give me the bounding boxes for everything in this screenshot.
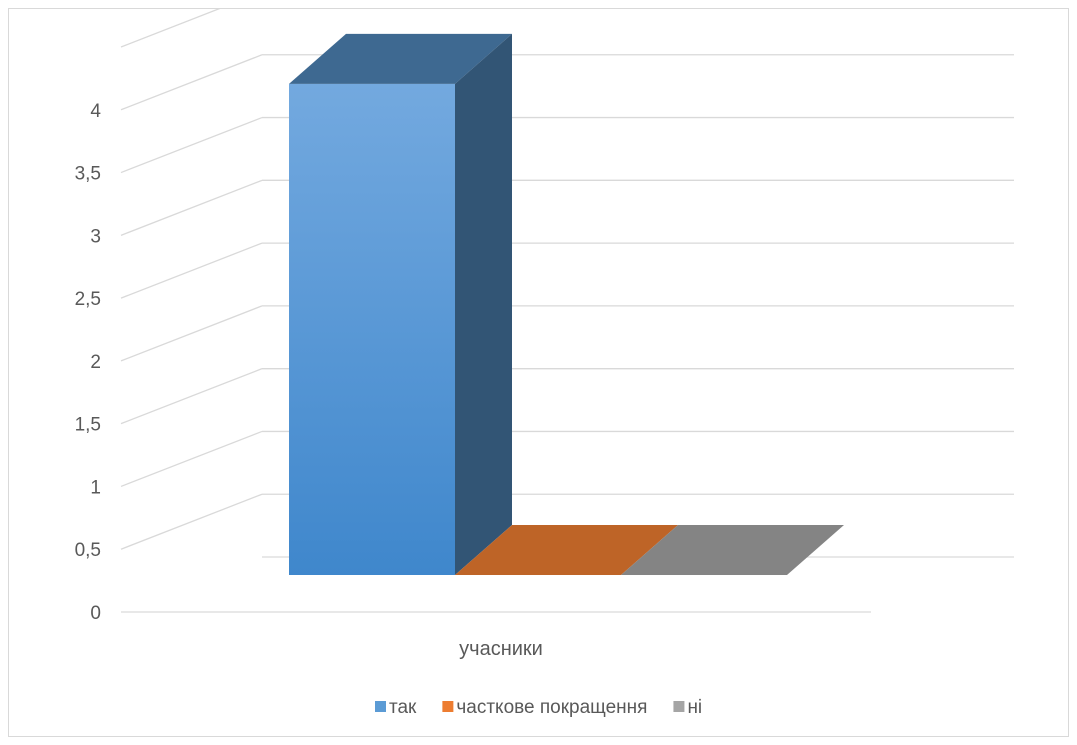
legend-label: так bbox=[389, 697, 417, 718]
chart-svg: 0 0,5 1 1,5 2 2,5 3 3,5 4 учасники так часткове п… bbox=[75, 0, 1014, 718]
bar-1 bbox=[455, 525, 678, 576]
y-tick-label: 3,5 bbox=[75, 164, 101, 185]
y-tick-label: 1 bbox=[90, 477, 101, 498]
gridline-side bbox=[120, 0, 244, 48]
legend-item: ні bbox=[673, 697, 702, 718]
y-tick-label: 2 bbox=[90, 352, 101, 373]
x-category-label: учасники bbox=[459, 638, 543, 660]
bar-0 bbox=[289, 33, 512, 576]
y-tick-label: 0,5 bbox=[75, 540, 101, 561]
bar-top bbox=[621, 525, 844, 575]
gridline-side bbox=[120, 242, 263, 299]
gridline-side bbox=[120, 305, 263, 362]
x-axis-categories: учасники bbox=[459, 638, 543, 660]
gridline-side bbox=[120, 493, 263, 550]
y-tick-label: 0 bbox=[90, 603, 101, 624]
legend-swatch bbox=[442, 701, 454, 712]
bar-top bbox=[455, 525, 678, 575]
legend-label: ні bbox=[687, 697, 702, 718]
bar-side bbox=[455, 33, 512, 576]
y-tick-label: 3 bbox=[90, 226, 101, 247]
gridline-side bbox=[120, 54, 263, 111]
gridline-side bbox=[120, 116, 263, 174]
y-tick-label: 1,5 bbox=[75, 415, 101, 436]
y-tick-label: 4 bbox=[90, 101, 101, 122]
legend-swatch bbox=[375, 701, 386, 712]
legend-swatch bbox=[673, 701, 685, 712]
y-axis-ticks: 0 0,5 1 1,5 2 2,5 3 3,5 4 bbox=[75, 101, 102, 624]
bars bbox=[289, 33, 844, 576]
gridline-side bbox=[120, 368, 263, 425]
chart-frame: 0 0,5 1 1,5 2 2,5 3 3,5 4 учасники так часткове п… bbox=[8, 0, 1069, 737]
gridline-side bbox=[120, 430, 263, 488]
bar-top bbox=[289, 33, 512, 84]
gridlines bbox=[120, 0, 1014, 558]
y-tick-label: 2,5 bbox=[75, 289, 101, 310]
bar-front bbox=[289, 83, 455, 576]
legend: так часткове покращення ні bbox=[375, 697, 702, 718]
gridline-side bbox=[120, 179, 263, 236]
bar-2 bbox=[621, 525, 844, 576]
legend-item: так bbox=[375, 697, 417, 718]
legend-label: часткове покращення bbox=[456, 697, 647, 718]
legend-item: часткове покращення bbox=[442, 697, 647, 718]
